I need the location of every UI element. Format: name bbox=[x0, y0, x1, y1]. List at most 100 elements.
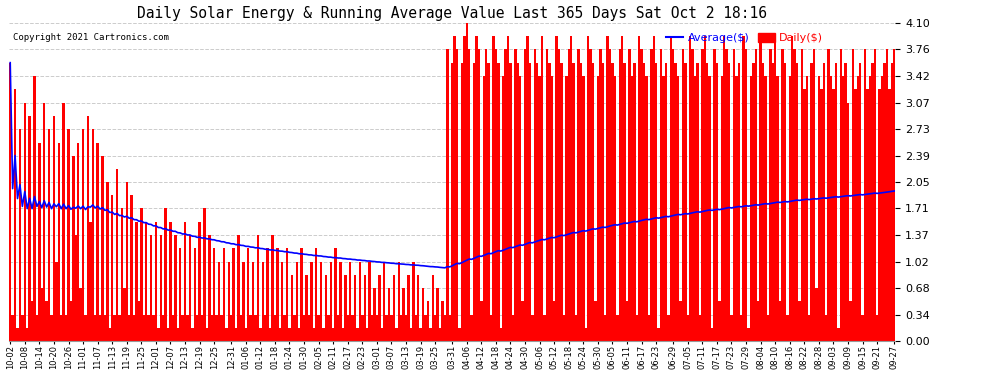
Bar bbox=[691, 50, 694, 341]
Bar bbox=[136, 222, 138, 341]
Bar bbox=[527, 36, 529, 341]
Bar bbox=[828, 50, 830, 341]
Bar bbox=[562, 315, 565, 341]
Bar bbox=[754, 50, 757, 341]
Bar bbox=[371, 315, 373, 341]
Bar bbox=[791, 36, 793, 341]
Bar bbox=[133, 315, 136, 341]
Bar bbox=[776, 76, 779, 341]
Bar bbox=[432, 275, 434, 341]
Bar bbox=[636, 315, 638, 341]
Bar bbox=[349, 262, 351, 341]
Bar bbox=[851, 50, 854, 341]
Bar bbox=[206, 328, 208, 341]
Bar bbox=[358, 262, 361, 341]
Bar bbox=[128, 315, 131, 341]
Bar bbox=[878, 89, 881, 341]
Bar bbox=[417, 275, 420, 341]
Bar bbox=[677, 76, 679, 341]
Bar bbox=[682, 50, 684, 341]
Bar bbox=[243, 262, 245, 341]
Bar bbox=[859, 63, 861, 341]
Bar bbox=[582, 76, 584, 341]
Bar bbox=[876, 315, 878, 341]
Bar bbox=[818, 76, 820, 341]
Bar bbox=[308, 315, 310, 341]
Bar bbox=[577, 50, 580, 341]
Bar bbox=[14, 89, 16, 341]
Bar bbox=[169, 222, 171, 341]
Bar bbox=[300, 248, 303, 341]
Bar bbox=[342, 328, 345, 341]
Bar bbox=[451, 63, 453, 341]
Bar bbox=[854, 89, 856, 341]
Bar bbox=[500, 328, 502, 341]
Bar bbox=[641, 50, 643, 341]
Bar bbox=[378, 275, 380, 341]
Bar bbox=[696, 63, 699, 341]
Bar bbox=[667, 315, 669, 341]
Bar bbox=[616, 315, 619, 341]
Bar bbox=[463, 36, 465, 341]
Bar bbox=[544, 315, 545, 341]
Bar bbox=[762, 63, 764, 341]
Bar bbox=[485, 50, 487, 341]
Bar bbox=[888, 89, 891, 341]
Bar bbox=[701, 50, 704, 341]
Bar bbox=[631, 76, 634, 341]
Bar bbox=[524, 50, 527, 341]
Bar bbox=[706, 63, 709, 341]
Bar bbox=[91, 129, 94, 341]
Bar bbox=[94, 315, 96, 341]
Bar bbox=[29, 116, 31, 341]
Bar bbox=[545, 50, 548, 341]
Bar bbox=[174, 235, 176, 341]
Bar bbox=[815, 288, 818, 341]
Bar bbox=[114, 315, 116, 341]
Bar bbox=[149, 235, 152, 341]
Bar bbox=[674, 63, 677, 341]
Bar bbox=[422, 288, 425, 341]
Bar bbox=[686, 315, 689, 341]
Bar bbox=[143, 315, 145, 341]
Bar bbox=[230, 315, 233, 341]
Bar bbox=[176, 328, 179, 341]
Bar bbox=[291, 275, 293, 341]
Bar bbox=[118, 315, 121, 341]
Bar bbox=[281, 262, 283, 341]
Bar bbox=[24, 103, 26, 341]
Bar bbox=[111, 195, 114, 341]
Bar bbox=[154, 222, 157, 341]
Bar bbox=[402, 288, 405, 341]
Bar bbox=[634, 63, 636, 341]
Bar bbox=[373, 288, 375, 341]
Bar bbox=[87, 116, 89, 341]
Bar bbox=[305, 275, 308, 341]
Bar bbox=[835, 63, 838, 341]
Bar bbox=[221, 315, 223, 341]
Bar bbox=[390, 315, 393, 341]
Bar bbox=[611, 63, 614, 341]
Legend: Average($), Daily($): Average($), Daily($) bbox=[662, 28, 828, 48]
Bar bbox=[711, 328, 713, 341]
Bar bbox=[490, 315, 492, 341]
Bar bbox=[689, 36, 691, 341]
Bar bbox=[223, 248, 225, 341]
Bar bbox=[159, 235, 162, 341]
Bar bbox=[475, 36, 478, 341]
Bar bbox=[866, 89, 868, 341]
Bar bbox=[313, 328, 315, 341]
Bar bbox=[833, 89, 835, 341]
Bar bbox=[575, 315, 577, 341]
Bar bbox=[541, 36, 544, 341]
Bar bbox=[512, 315, 514, 341]
Bar bbox=[77, 142, 79, 341]
Bar bbox=[774, 36, 776, 341]
Bar bbox=[825, 315, 828, 341]
Bar bbox=[41, 288, 43, 341]
Bar bbox=[194, 248, 196, 341]
Bar bbox=[808, 315, 811, 341]
Bar bbox=[572, 63, 575, 341]
Bar bbox=[162, 315, 164, 341]
Bar bbox=[327, 315, 330, 341]
